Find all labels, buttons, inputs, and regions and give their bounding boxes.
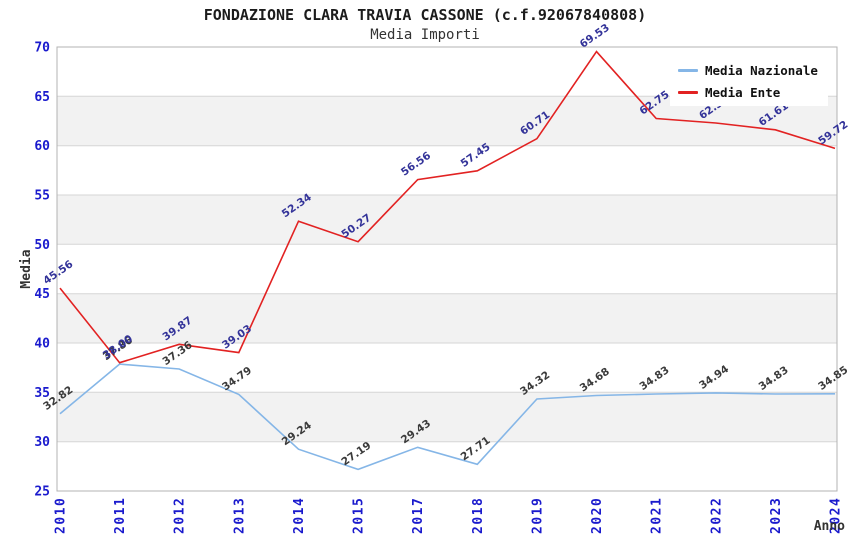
- plot-border: [56, 46, 838, 492]
- x-tick-label: 2017: [411, 497, 426, 534]
- x-tick-label: 2015: [352, 497, 367, 534]
- y-axis-title: Media: [19, 249, 34, 288]
- data-label-media-nazionale: 34.94: [697, 363, 731, 392]
- chart-title: FONDAZIONE CLARA TRAVIA CASSONE (c.f.920…: [203, 6, 647, 24]
- data-label-media-nazionale: 27.19: [339, 440, 373, 469]
- data-label-media-nazionale: 34.85: [816, 364, 850, 393]
- series-line-media-ente: [59, 50, 836, 364]
- x-tick-label: 2011: [113, 497, 128, 534]
- y-tick-label: 40: [34, 337, 50, 352]
- x-axis-title: Anno: [814, 519, 845, 534]
- legend-swatch-media-ente-icon: [678, 91, 698, 94]
- x-tick-label: 2023: [769, 497, 784, 534]
- legend: Media Nazionale Media Ente: [670, 58, 828, 106]
- x-tick-label: 2024: [829, 497, 844, 534]
- data-label-media-nazionale: 34.83: [757, 364, 791, 393]
- y-tick-label: 35: [34, 386, 50, 401]
- data-label-media-ente: 45.56: [41, 258, 75, 287]
- y-tick-label: 70: [34, 41, 50, 56]
- x-tick-label: 2022: [709, 497, 724, 534]
- data-label-media-nazionale: 34.68: [578, 366, 612, 395]
- y-tick-label: 30: [34, 435, 50, 450]
- chart-subtitle: Media Importi: [370, 27, 480, 43]
- legend-item-media-ente: Media Ente: [678, 85, 818, 100]
- data-label-media-nazionale: 34.79: [220, 365, 254, 394]
- y-tick-label: 50: [34, 238, 50, 253]
- legend-label-media-nazionale: Media Nazionale: [705, 63, 818, 78]
- x-tick-label: 2018: [471, 497, 486, 534]
- x-tick-label: 2019: [530, 497, 545, 534]
- plot-band: [57, 293, 837, 343]
- x-tick-label: 2020: [590, 497, 605, 534]
- plot-band: [57, 195, 837, 245]
- x-tick-label: 2014: [292, 497, 307, 534]
- legend-label-media-ente: Media Ente: [705, 85, 781, 100]
- y-tick-label: 45: [34, 287, 50, 302]
- series-line-media-nazionale: [59, 363, 836, 471]
- y-tick-label: 60: [34, 139, 50, 154]
- plot-band: [57, 392, 837, 442]
- y-tick-label: 25: [34, 485, 50, 500]
- data-label-media-nazionale: 34.83: [637, 364, 671, 393]
- data-label-media-ente: 69.53: [578, 22, 612, 51]
- x-tick-label: 2010: [54, 497, 69, 534]
- x-tick-label: 2021: [650, 497, 665, 534]
- x-tick-label: 2012: [173, 497, 188, 534]
- legend-swatch-media-nazionale-icon: [678, 69, 698, 72]
- y-tick-label: 65: [34, 90, 50, 105]
- legend-item-media-nazionale: Media Nazionale: [678, 63, 818, 78]
- y-tick-label: 55: [34, 189, 50, 204]
- data-label-media-ente: 56.56: [399, 150, 433, 179]
- x-tick-label: 2013: [232, 497, 247, 534]
